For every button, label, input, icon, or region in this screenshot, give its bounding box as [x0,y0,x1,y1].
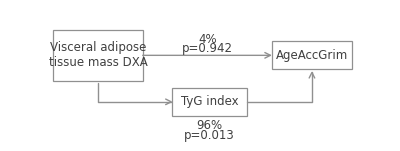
Text: p=0.942: p=0.942 [182,42,233,55]
FancyBboxPatch shape [272,41,352,69]
Text: p=0.013: p=0.013 [184,129,235,142]
FancyBboxPatch shape [53,30,143,81]
Text: Visceral adipose
tissue mass DXA: Visceral adipose tissue mass DXA [49,41,148,69]
Text: AgeAccGrim: AgeAccGrim [276,49,348,62]
Text: 4%: 4% [198,33,217,46]
Text: TyG index: TyG index [181,95,238,108]
FancyBboxPatch shape [172,88,247,116]
Text: 96%: 96% [196,119,223,132]
